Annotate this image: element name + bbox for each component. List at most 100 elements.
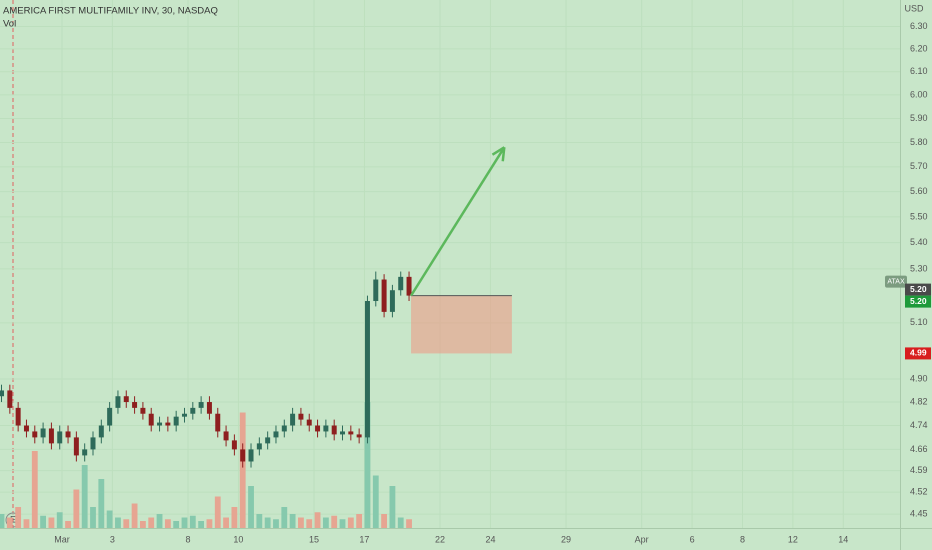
- y-tick-label: 6.30: [910, 21, 928, 31]
- candle-body: [240, 449, 246, 462]
- y-tick-label: 5.50: [910, 211, 928, 221]
- volume-bar: [397, 517, 404, 528]
- y-tick-label: 4.82: [910, 396, 928, 406]
- volume-bar: [281, 507, 288, 528]
- x-tick-label: 24: [485, 534, 495, 544]
- volume-bar: [314, 512, 321, 528]
- candle-body: [290, 413, 296, 426]
- candle-body: [57, 431, 63, 444]
- y-tick-label: 4.90: [910, 373, 928, 383]
- volume-bar: [156, 514, 163, 528]
- candle-body: [48, 428, 54, 444]
- volume-bar: [189, 515, 196, 528]
- y-tick-label: 6.10: [910, 66, 928, 76]
- volume-bar: [56, 512, 63, 528]
- x-tick-label: 8: [186, 534, 191, 544]
- price-label: 5.20: [910, 284, 927, 294]
- candle-body: [265, 437, 271, 444]
- symbol-tag-bg: [885, 275, 907, 288]
- volume-bar: [173, 521, 180, 528]
- volume-bar: [31, 451, 38, 528]
- volume-bar: [131, 503, 138, 528]
- candle-body: [23, 425, 29, 432]
- candle-body: [123, 396, 129, 403]
- x-tick-label: 17: [359, 534, 369, 544]
- candle-body: [107, 407, 113, 426]
- candle-body: [231, 440, 237, 450]
- symbol-tag: ATAX: [887, 278, 905, 285]
- volume-bar: [15, 507, 22, 528]
- candle-body: [181, 413, 187, 417]
- x-tick-label: 6: [690, 534, 695, 544]
- arrow-head: [491, 146, 505, 156]
- candle-body: [98, 425, 104, 438]
- candle-body: [40, 428, 46, 438]
- earnings-marker[interactable]: E: [10, 514, 16, 524]
- candle-body: [173, 416, 179, 426]
- volume-bar: [148, 517, 155, 528]
- y-tick-label: 4.66: [910, 444, 928, 454]
- volume-bar: [356, 514, 363, 528]
- y-tick-label: 4.59: [910, 465, 928, 475]
- y-tick-label: 5.40: [910, 237, 928, 247]
- volume-bar: [273, 519, 279, 528]
- candle-body: [157, 422, 163, 426]
- y-tick-label: 5.90: [910, 113, 928, 123]
- volume-bar: [264, 517, 271, 528]
- y-tick-label: 4.45: [910, 508, 928, 518]
- x-tick-label: Mar: [54, 534, 70, 544]
- x-tick-label: 15: [309, 534, 319, 544]
- volume-bar: [223, 517, 229, 528]
- candle-body: [373, 279, 379, 302]
- volume-bar: [289, 514, 296, 528]
- volume-bar: [214, 496, 221, 528]
- volume-bar: [389, 486, 396, 528]
- volume-bar: [256, 514, 263, 528]
- volume-bar: [123, 519, 130, 528]
- y-tick-label: 4.52: [910, 487, 928, 497]
- candle-body: [32, 431, 38, 438]
- volume-bar: [48, 517, 55, 528]
- candle-body: [398, 276, 404, 291]
- volume-bar: [98, 479, 105, 528]
- candle-body: [148, 413, 154, 426]
- candle-body: [331, 425, 337, 435]
- volume-bar: [164, 519, 171, 528]
- candle-body: [190, 407, 196, 414]
- candle-body: [7, 390, 13, 408]
- candle-body: [206, 402, 212, 414]
- volume-bar: [73, 489, 80, 528]
- y-tick-label: 6.20: [910, 43, 928, 53]
- x-tick-label: 14: [838, 534, 848, 544]
- volume-bar: [40, 515, 47, 528]
- volume-bar: [115, 517, 121, 528]
- candle-body: [381, 279, 387, 312]
- volume-bar: [248, 486, 254, 528]
- volume-bar: [206, 519, 213, 528]
- candle-body: [223, 431, 229, 441]
- x-tick-label: 12: [788, 534, 798, 544]
- candle-body: [140, 407, 146, 414]
- x-tick-label: 29: [561, 534, 571, 544]
- candle-body: [406, 276, 412, 296]
- trend-arrow: [410, 146, 506, 297]
- candle-body: [215, 413, 221, 432]
- volume-bar: [331, 515, 338, 528]
- volume-bar: [381, 514, 388, 528]
- volume-label: Vol: [3, 19, 16, 30]
- candle-body: [306, 419, 312, 426]
- volume-bar: [81, 465, 88, 528]
- volume-bar: [139, 521, 146, 528]
- x-tick-label: Apr: [635, 534, 649, 544]
- y-tick-label: 5.30: [910, 263, 928, 273]
- y-tick-label: 6.00: [910, 89, 928, 99]
- candle-body: [198, 402, 204, 408]
- candle-body: [323, 425, 329, 432]
- volume-bar: [198, 521, 205, 528]
- candle-body: [281, 425, 287, 432]
- x-tick-label: 22: [435, 534, 445, 544]
- candle-body: [256, 443, 262, 450]
- price-label: 5.20: [910, 296, 927, 306]
